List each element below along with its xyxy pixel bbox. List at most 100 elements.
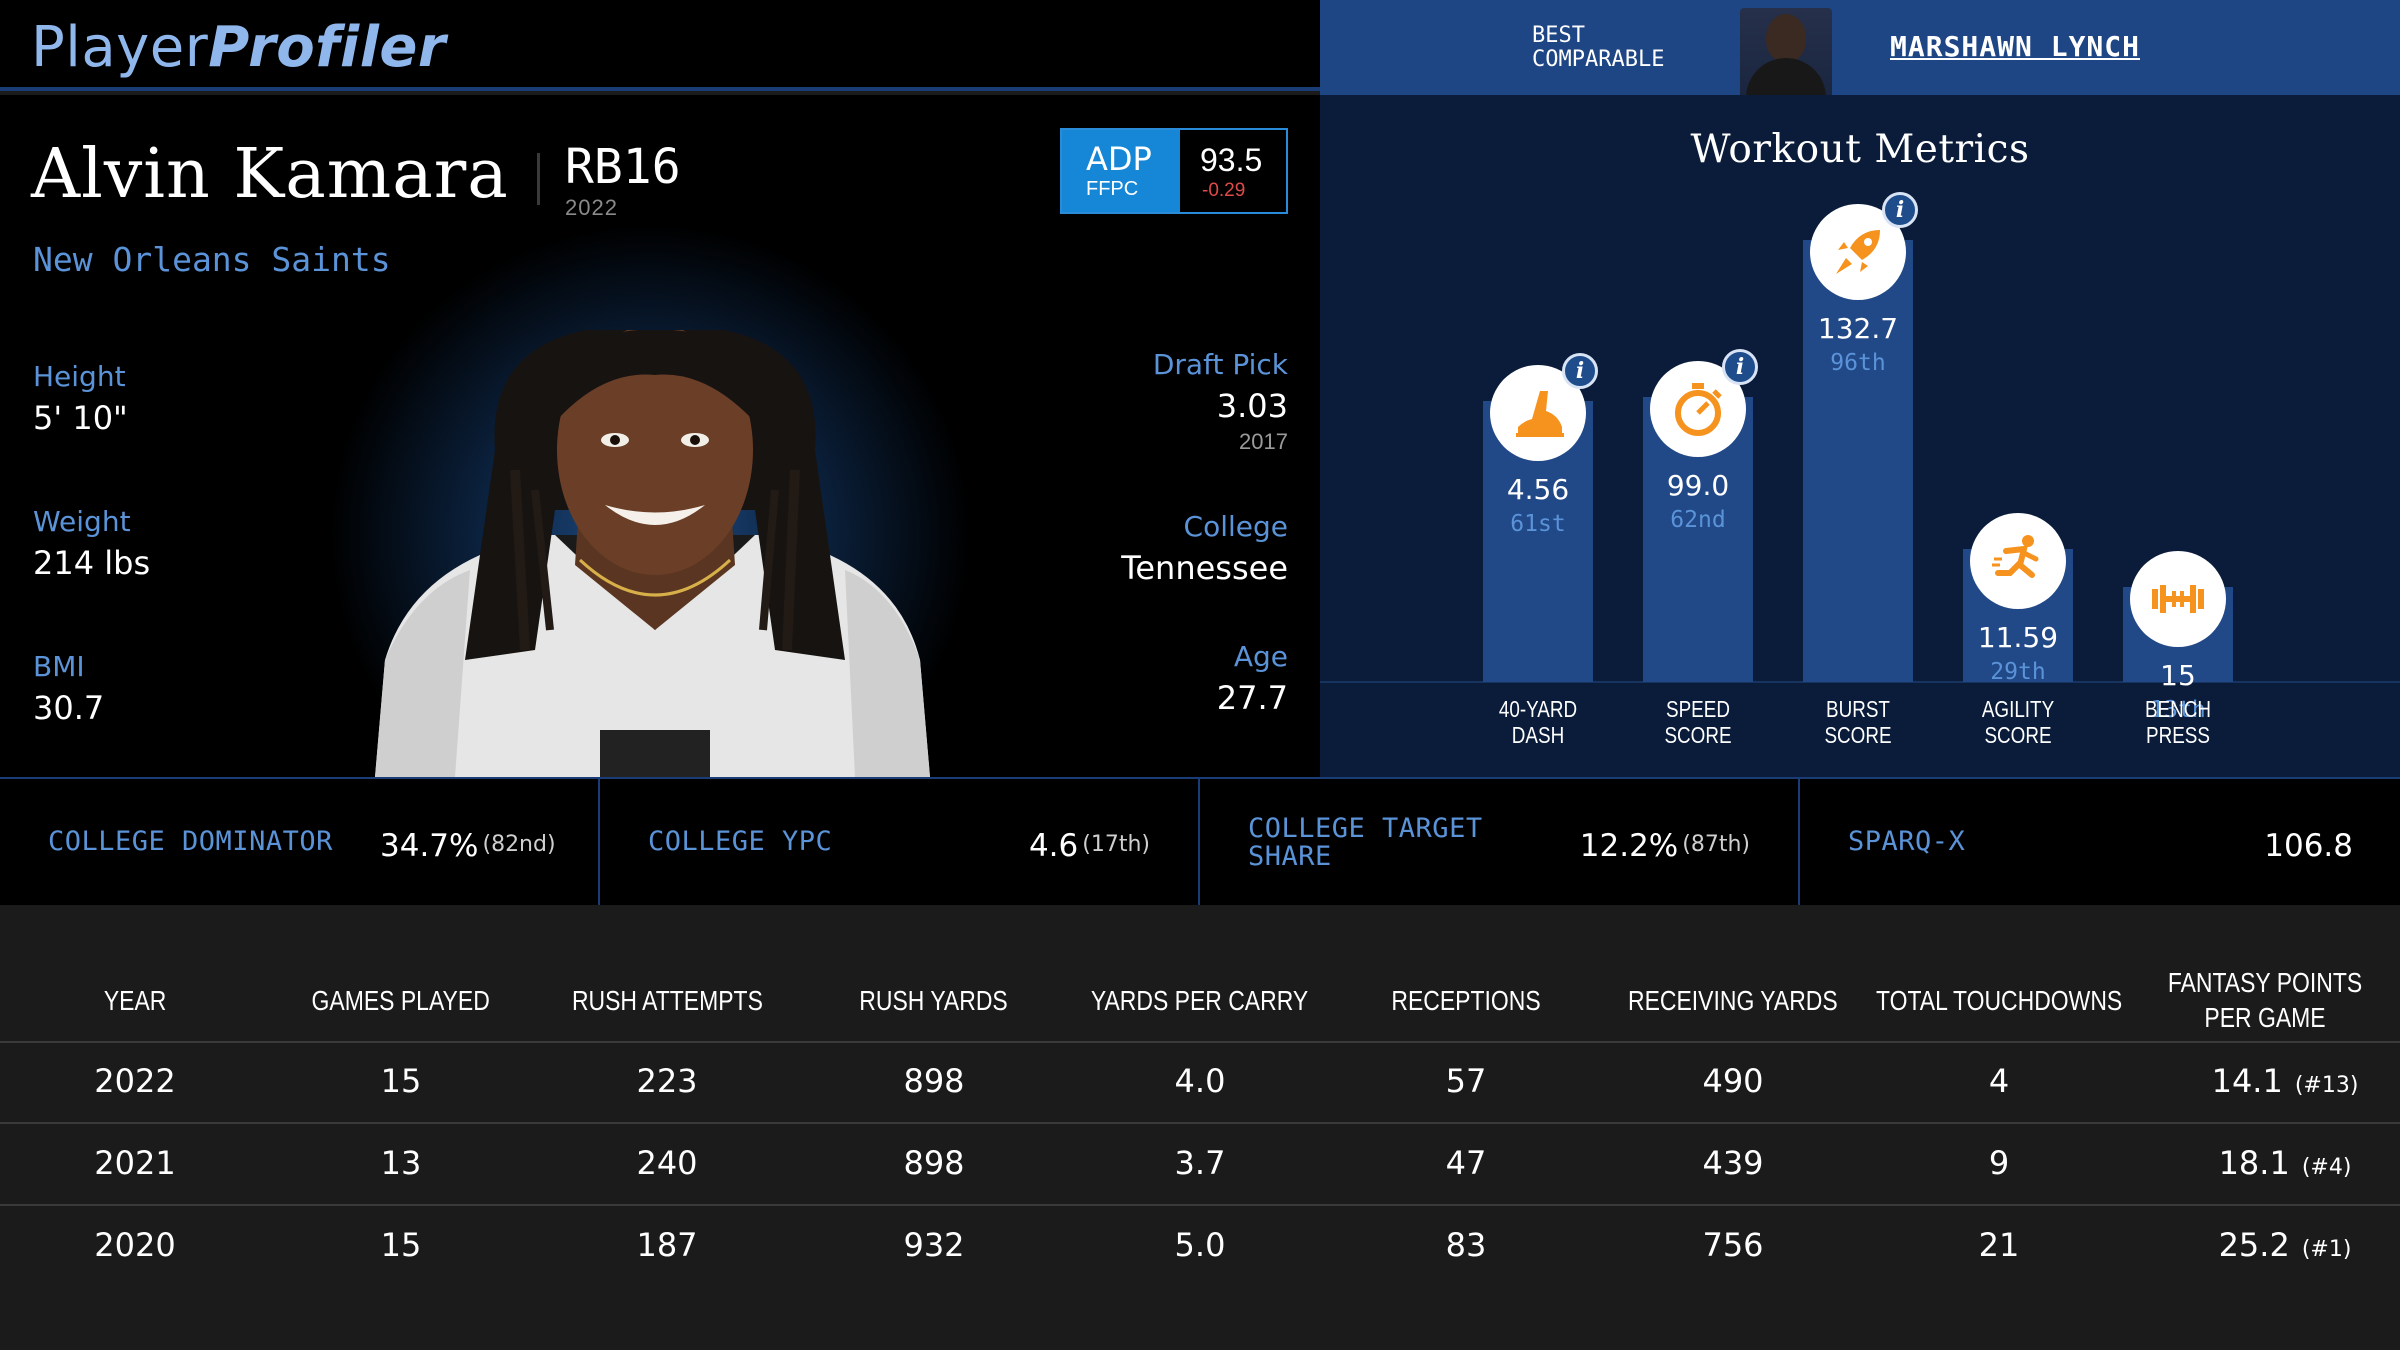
- college-dominator-cell: COLLEGE DOMINATOR 34.7% (82nd): [0, 779, 600, 905]
- forty-yard-dash-rank: 61st: [1510, 511, 1566, 537]
- burst-score-info-icon[interactable]: i: [1882, 192, 1918, 228]
- table-cell: 3.7: [1174, 1144, 1226, 1182]
- college-target-share-cell: COLLEGE TARGET SHARE 12.2% (87th): [1200, 779, 1800, 905]
- forty-yard-dash-value: 4.56: [1506, 473, 1570, 506]
- college-target-share-label: COLLEGE TARGET SHARE: [1248, 813, 1483, 872]
- sparq-x-cell: SPARQ-X 106.8: [1800, 779, 2400, 905]
- stopwatch-icon: [1650, 361, 1746, 457]
- college-ypc-cell: COLLEGE YPC 4.6 (17th): [600, 779, 1200, 905]
- speed-score-info-icon[interactable]: i: [1722, 349, 1758, 385]
- column-header[interactable]: GAMES PLAYED: [311, 984, 491, 1016]
- table-cell: 5.0: [1174, 1226, 1226, 1264]
- speed-score-label: SPEED SCORE: [1664, 696, 1732, 748]
- age-stat: Age 27.7: [1216, 640, 1288, 717]
- player-headshot: [375, 330, 930, 777]
- adp-badge: ADP FFPC 93.5 -0.29: [1060, 128, 1288, 214]
- table-cell: 18.1 (#4): [2218, 1144, 2352, 1182]
- bench-press-value: 15: [2160, 659, 2196, 692]
- table-cell: 21: [1978, 1226, 2020, 1264]
- column-header[interactable]: RUSH ATTEMPTS: [571, 984, 763, 1016]
- fantasy-rank: (#13): [2294, 1073, 2359, 1098]
- table-cell: 4.0: [1174, 1062, 1226, 1100]
- table-cell: 932: [903, 1226, 965, 1264]
- college-target-share-value: 12.2% (87th): [1579, 828, 1750, 864]
- agility-score-value: 11.59: [1977, 621, 2059, 654]
- player-position-rank: RB16: [565, 139, 681, 195]
- column-header[interactable]: YARDS PER CARRY: [1091, 984, 1309, 1016]
- agility-score-rank: 29th: [1990, 659, 2046, 685]
- player-profile-panel: Alvin Kamara RB16 2022 New Orleans Saint…: [0, 95, 1320, 777]
- agility-score-label: AGILITY SCORE: [1981, 696, 2055, 748]
- row-divider: [0, 1204, 2400, 1206]
- burst-score-value: 132.7: [1817, 312, 1899, 345]
- adp-label: ADP: [1086, 140, 1152, 178]
- site-header: PlayerProfiler: [0, 0, 1320, 91]
- best-comparable-bar: BEST COMPARABLE MARSHAWN LYNCH: [1320, 0, 2400, 95]
- bars-baseline: [1320, 681, 2400, 683]
- column-header[interactable]: RUSH YARDS: [859, 984, 1009, 1016]
- season-stats-table: YEAR GAMES PLAYED RUSH ATTEMPTS RUSH YARDS Y…: [0, 905, 2400, 1350]
- table-cell: 898: [903, 1144, 965, 1182]
- table-cell: 25.2 (#1): [2218, 1226, 2352, 1264]
- college-dominator-value: 34.7% (82nd): [380, 828, 556, 864]
- player-name: Alvin Kamara: [31, 135, 509, 214]
- table-cell: 439: [1702, 1144, 1764, 1182]
- bench-press-rank: 13th: [2150, 697, 2206, 723]
- name-divider: [537, 153, 540, 205]
- fantasy-rank: (#1): [2301, 1237, 2352, 1262]
- fantasy-rank: (#4): [2301, 1155, 2352, 1180]
- college-dominator-label: COLLEGE DOMINATOR: [48, 826, 333, 857]
- burst-score-label: BURST SCORE: [1824, 696, 1892, 748]
- forty-yard-dash-info-icon[interactable]: i: [1562, 353, 1598, 389]
- burst-score-rank: 96th: [1830, 350, 1886, 376]
- row-divider: [0, 1041, 2400, 1043]
- workout-metrics-panel: Workout Metrics i 4.56 61st 40-YARD DASH …: [1320, 95, 2400, 777]
- table-cell: 756: [1702, 1226, 1764, 1264]
- player-team[interactable]: New Orleans Saints: [33, 240, 391, 279]
- college-ypc-value: 4.6 (17th): [1028, 828, 1150, 864]
- table-cell: 223: [636, 1062, 698, 1100]
- player-season: 2022: [565, 195, 618, 220]
- column-header[interactable]: FANTASY POINTS PER GAME: [2167, 967, 2363, 1033]
- adp-value: 93.5: [1200, 142, 1263, 178]
- table-cell: 2022: [94, 1062, 176, 1100]
- column-header[interactable]: YEAR: [103, 984, 167, 1016]
- table-cell: 57: [1445, 1062, 1487, 1100]
- comparable-player-link[interactable]: MARSHAWN LYNCH: [1890, 30, 2141, 63]
- logo-text-part2: Profiler: [208, 15, 447, 80]
- speed-score-value: 99.0: [1666, 469, 1730, 502]
- table-cell: 898: [903, 1062, 965, 1100]
- table-cell: 4: [1988, 1062, 2010, 1100]
- table-cell: 15: [380, 1226, 422, 1264]
- column-header[interactable]: TOTAL TOUCHDOWNS: [1875, 984, 2123, 1016]
- playerprofiler-logo[interactable]: PlayerProfiler: [31, 14, 446, 80]
- adp-change: -0.29: [1202, 180, 1246, 201]
- table-cell: 240: [636, 1144, 698, 1182]
- sparq-x-label: SPARQ-X: [1848, 826, 1966, 857]
- table-cell: 2020: [94, 1226, 176, 1264]
- sparq-x-value: 106.8: [2264, 828, 2353, 864]
- speed-score-rank: 62nd: [1670, 507, 1726, 533]
- college-metrics-strip: COLLEGE DOMINATOR 34.7% (82nd) COLLEGE YP…: [0, 777, 2400, 905]
- draft-pick-stat: Draft Pick 3.03 2017: [1152, 348, 1288, 454]
- table-cell: 47: [1445, 1144, 1487, 1182]
- column-header[interactable]: RECEIVING YARDS: [1628, 984, 1838, 1016]
- burst-score-bar: [1803, 240, 1913, 682]
- table-cell: 9: [1988, 1144, 2010, 1182]
- logo-text-part1: Player: [31, 15, 209, 80]
- college-stat: College Tennessee: [1121, 510, 1288, 587]
- barbell-icon: [2130, 551, 2226, 647]
- column-header[interactable]: RECEPTIONS: [1391, 984, 1541, 1016]
- forty-yard-dash-label: 40-YARD DASH: [1498, 696, 1578, 748]
- weight-stat: Weight 214 lbs: [33, 505, 151, 582]
- workout-metrics-title: Workout Metrics: [1690, 127, 2030, 172]
- best-comparable-label: BEST COMPARABLE: [1532, 23, 1665, 72]
- comparable-player-avatar: [1740, 8, 1832, 95]
- table-cell: 187: [636, 1226, 698, 1264]
- runner-icon: [1970, 513, 2066, 609]
- row-divider: [0, 1122, 2400, 1124]
- table-cell: 490: [1702, 1062, 1764, 1100]
- bmi-stat: BMI 30.7: [33, 650, 105, 727]
- bench-press-label: BENCH PRESS: [2144, 696, 2212, 748]
- table-cell: 15: [380, 1062, 422, 1100]
